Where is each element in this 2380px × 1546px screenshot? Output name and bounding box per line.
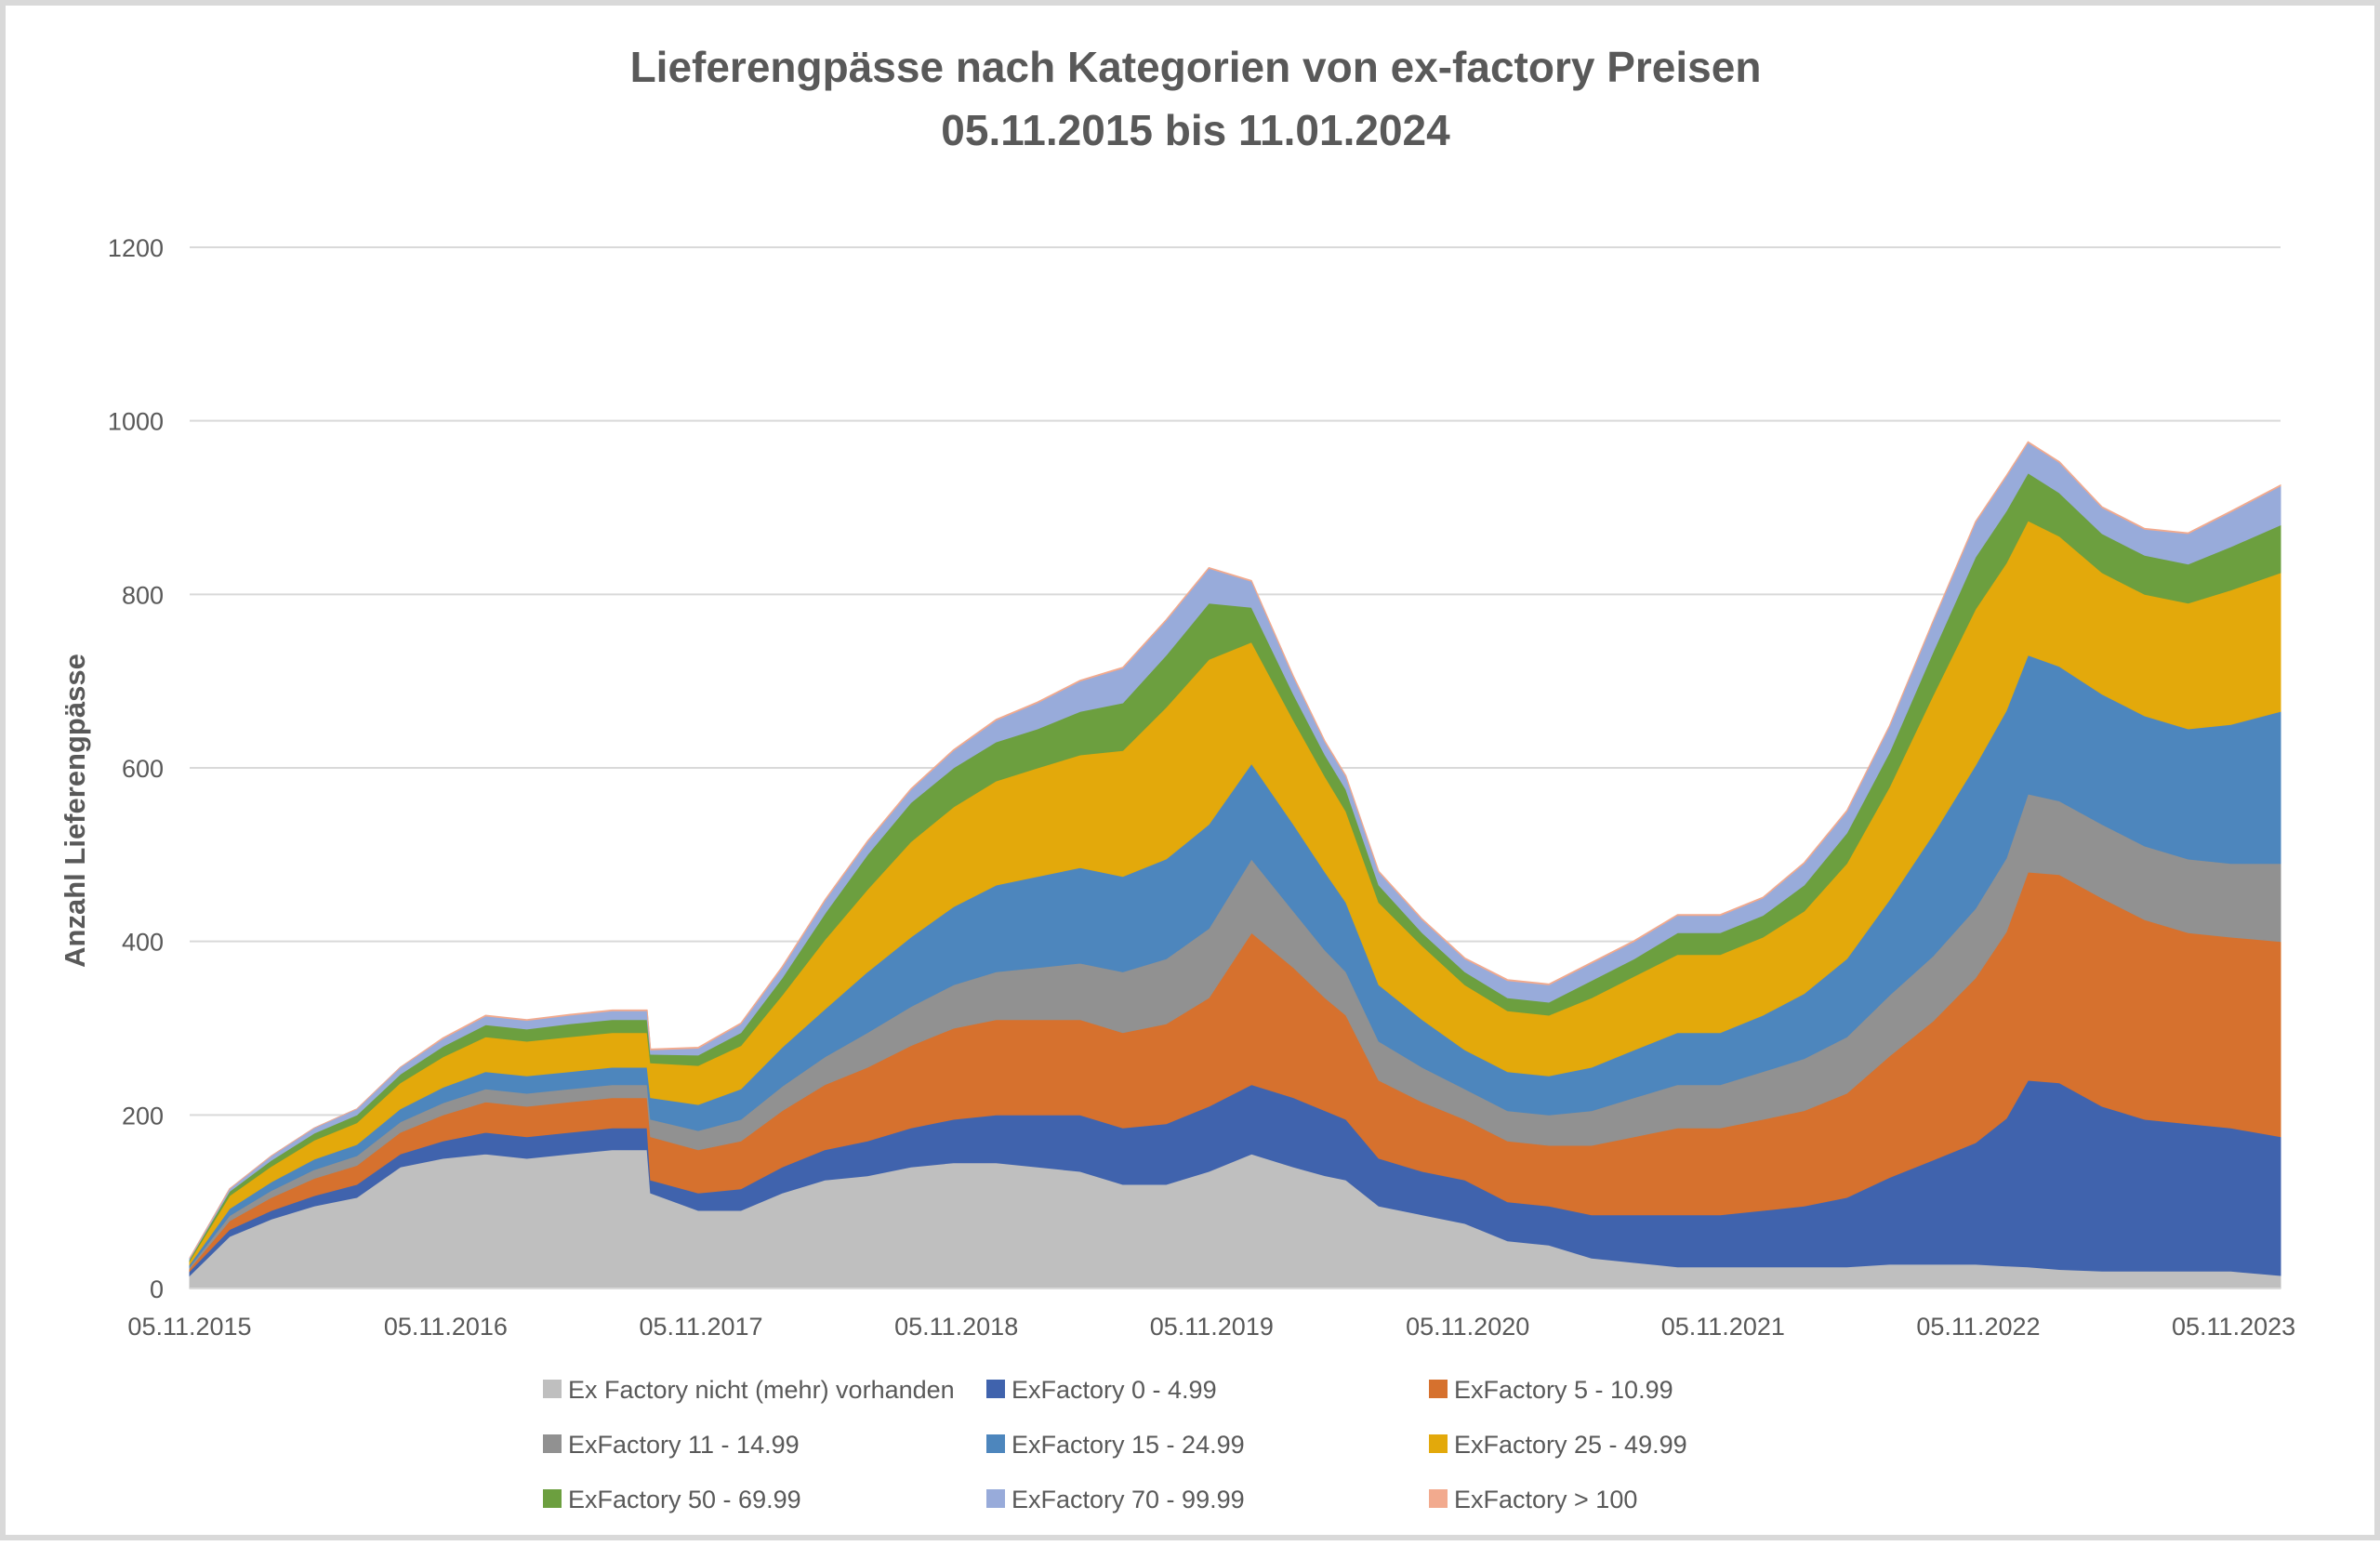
legend-swatch [543,1380,562,1398]
legend-item: Ex Factory nicht (mehr) vorhanden [543,1376,955,1404]
x-tick-label: 05.11.2015 [127,1313,251,1341]
legend-item: ExFactory 25 - 49.99 [1429,1431,1687,1459]
legend-swatch [543,1434,562,1453]
legend-label: Ex Factory nicht (mehr) vorhanden [568,1376,955,1404]
legend-item: ExFactory 70 - 99.99 [986,1486,1245,1513]
legend-label: ExFactory 5 - 10.99 [1454,1376,1673,1404]
legend-label: ExFactory 11 - 14.99 [568,1431,800,1459]
area-series-group [189,441,2281,1289]
legend-item: ExFactory 11 - 14.99 [543,1431,800,1459]
x-tick-label: 05.11.2018 [894,1313,1018,1341]
x-tick-label: 05.11.2021 [1661,1313,1785,1341]
x-tick-label: 05.11.2019 [1150,1313,1274,1341]
y-tick-label: 600 [122,755,164,783]
legend-item: ExFactory 5 - 10.99 [1429,1376,1673,1404]
legend-swatch [986,1489,1005,1508]
legend: Ex Factory nicht (mehr) vorhanden ExFacto… [543,1376,1687,1513]
x-tick-label: 05.11.2017 [639,1313,762,1341]
legend-label: ExFactory 25 - 49.99 [1454,1431,1687,1459]
area-series-8 [189,441,2281,1259]
chart-subtitle: 05.11.2015 bis 11.01.2024 [941,106,1450,154]
legend-swatch [1429,1380,1448,1398]
legend-swatch [986,1380,1005,1398]
y-tick-label: 0 [150,1275,164,1303]
x-tick-label: 05.11.2020 [1406,1313,1529,1341]
x-axis: 05.11.2015 05.11.2016 05.11.2017 05.11.2018… [127,1288,2295,1341]
legend-swatch [986,1434,1005,1453]
legend-item: ExFactory 0 - 4.99 [986,1376,1217,1404]
chart-title: Lieferengpässe nach Kategorien von ex-fa… [630,43,1762,91]
legend-swatch [1429,1489,1448,1508]
x-tick-label: 05.11.2022 [1916,1313,2040,1341]
x-tick-label: 05.11.2016 [384,1313,508,1341]
legend-item: ExFactory > 100 [1429,1486,1637,1513]
y-tick-label: 800 [122,581,164,609]
legend-label: ExFactory 70 - 99.99 [1012,1486,1245,1513]
legend-label: ExFactory 15 - 24.99 [1012,1431,1245,1459]
y-tick-label: 1000 [108,408,164,436]
y-tick-label: 400 [122,929,164,957]
y-tick-label: 1200 [108,234,164,262]
legend-label: ExFactory 0 - 4.99 [1012,1376,1217,1404]
legend-label: ExFactory > 100 [1454,1486,1637,1513]
legend-swatch [543,1489,562,1508]
y-axis: 0 200 400 600 800 1000 1200 [108,234,164,1303]
y-tick-label: 200 [122,1102,164,1130]
legend-label: ExFactory 50 - 69.99 [568,1486,801,1513]
legend-item: ExFactory 15 - 24.99 [986,1431,1245,1459]
legend-swatch [1429,1434,1448,1453]
stacked-area-chart: Lieferengpässe nach Kategorien von ex-fa… [59,43,2295,1513]
x-tick-label: 05.11.2023 [2172,1313,2295,1341]
y-axis-title: Anzahl Lieferengpässe [59,654,91,968]
legend-item: ExFactory 50 - 69.99 [543,1486,801,1513]
